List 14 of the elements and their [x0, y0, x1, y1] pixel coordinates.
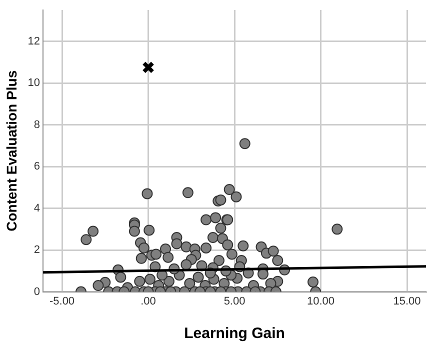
x-tick-label: 5.00 — [224, 295, 246, 308]
y-tick-label: 0 — [34, 286, 40, 298]
x-tick-label: 15.00 — [393, 295, 421, 308]
x-tick-label: -5.00 — [49, 295, 75, 308]
y-tick-label: 4 — [34, 202, 40, 214]
x-tick-label: .00 — [140, 295, 156, 308]
x-tick-label: 10.00 — [307, 295, 335, 308]
y-tick-label: 8 — [34, 118, 40, 131]
y-axis-title: Content Evaluation Plus — [3, 70, 20, 232]
y-tick-label: 2 — [34, 244, 40, 256]
y-tick-label: 12 — [28, 35, 40, 48]
x-axis-title: Learning Gain — [184, 325, 285, 342]
y-tick-label: 6 — [34, 160, 40, 173]
y-tick-label: 10 — [28, 77, 40, 90]
